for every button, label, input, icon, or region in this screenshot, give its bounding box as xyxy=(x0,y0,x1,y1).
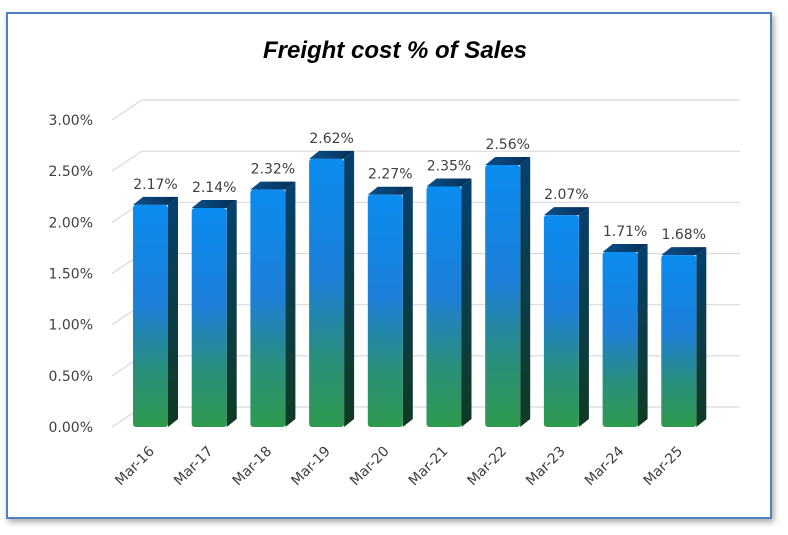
x-tick-label: Mar-22 xyxy=(464,444,510,490)
data-label: 2.17% xyxy=(133,177,177,193)
x-tick-label: Mar-21 xyxy=(406,444,452,490)
y-tick-label: 0.50% xyxy=(49,369,93,385)
bar xyxy=(133,196,178,427)
bar-side xyxy=(168,196,178,427)
data-label: 1.68% xyxy=(662,227,706,243)
bar-side xyxy=(285,181,296,427)
bar-front xyxy=(309,158,345,428)
x-axis: Mar-16 Mar-17 Mar-18 Mar-19 Mar-20 Mar-21 Mar-… xyxy=(112,443,686,489)
data-label: 2.27% xyxy=(368,167,412,183)
y-tick-label: 3.00% xyxy=(49,113,93,129)
bar-side xyxy=(696,247,707,427)
bar-front xyxy=(250,189,286,427)
x-tick-label: Mar-25 xyxy=(641,444,687,490)
bar-side xyxy=(578,207,589,427)
bar xyxy=(367,186,413,427)
gridline xyxy=(111,150,740,172)
bar-side xyxy=(461,178,472,427)
data-label: 2.35% xyxy=(427,159,471,175)
bar xyxy=(485,157,531,427)
bar xyxy=(426,178,472,427)
data-label: 2.14% xyxy=(192,180,236,196)
bar-front xyxy=(602,252,638,427)
bar-front xyxy=(485,165,521,427)
x-tick-label: Mar-23 xyxy=(523,444,569,490)
bar-top xyxy=(309,150,355,159)
y-tick-label: 2.50% xyxy=(49,164,93,180)
bars: 2.17% 2.14% 2.32% 2.62% 2.27% 2.35% 2.56% 2.07%… xyxy=(133,131,707,428)
x-tick-label: Mar-24 xyxy=(582,443,628,489)
bar-top xyxy=(485,157,531,166)
data-label: 2.07% xyxy=(544,187,588,203)
bar xyxy=(543,207,589,427)
bar-top xyxy=(367,186,413,195)
bar-front xyxy=(133,204,168,427)
data-label: 2.62% xyxy=(309,131,353,147)
bar-top xyxy=(191,200,237,209)
y-axis: 0.00% 0.50% 1.00% 1.50% 2.00% 2.50% 3.00% xyxy=(49,113,93,436)
bar-top xyxy=(602,244,648,253)
data-label: 2.32% xyxy=(251,162,295,178)
bar-front xyxy=(661,255,697,427)
bar xyxy=(661,247,707,427)
y-tick-label: 2.00% xyxy=(49,215,93,231)
x-tick-label: Mar-16 xyxy=(112,443,158,489)
bar-front xyxy=(191,208,227,427)
y-tick-label: 1.50% xyxy=(49,267,93,283)
bar-side xyxy=(520,157,531,427)
y-tick-label: 0.00% xyxy=(49,420,93,436)
x-tick-label: Mar-19 xyxy=(288,444,334,490)
bar-front xyxy=(426,186,462,427)
x-tick-label: Mar-17 xyxy=(171,444,217,490)
bar xyxy=(191,200,237,427)
bar xyxy=(602,244,648,427)
bar-top xyxy=(543,207,589,216)
x-tick-label: Mar-18 xyxy=(230,444,276,490)
bar xyxy=(250,181,296,427)
bar-side xyxy=(344,150,355,428)
bar-top xyxy=(250,181,296,190)
bar-top xyxy=(426,178,472,187)
bar-top xyxy=(661,247,707,256)
bar-front xyxy=(367,194,403,427)
gridline xyxy=(111,99,740,121)
bar-top xyxy=(133,196,178,205)
y-tick-label: 1.00% xyxy=(49,318,93,334)
bar-front xyxy=(543,215,579,427)
x-tick-label: Mar-20 xyxy=(347,444,393,490)
bar-side xyxy=(226,200,237,427)
bar-side xyxy=(637,244,648,427)
data-label: 2.56% xyxy=(485,137,529,153)
bar xyxy=(309,150,355,428)
bar-side xyxy=(402,186,413,427)
chart-title: Freight cost % of Sales xyxy=(263,37,527,64)
data-label: 1.71% xyxy=(603,224,647,240)
